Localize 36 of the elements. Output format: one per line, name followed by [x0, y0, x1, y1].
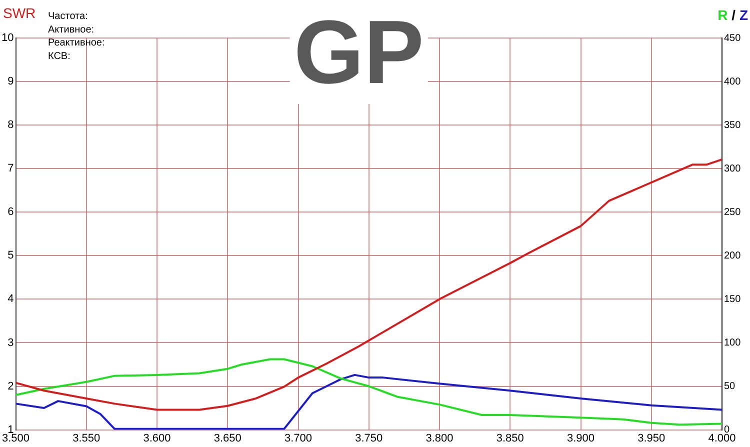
annotation: Реактивное:	[48, 38, 105, 49]
y2-tick-label: 450	[724, 32, 742, 44]
y-tick-label: 7	[8, 162, 14, 175]
y2-tick-label: 100	[724, 337, 742, 348]
y2-tick-label: 50	[724, 381, 736, 392]
x-tick-label: 3.850	[496, 432, 524, 444]
y-axis-title: SWR	[3, 5, 36, 21]
y-tick-label: 6	[8, 206, 14, 218]
y-tick-label: 5	[8, 250, 14, 262]
y-tick-label: 9	[8, 76, 14, 88]
x-tick-label: 3.800	[426, 432, 454, 444]
y2-tick-label: 200	[724, 250, 742, 262]
x-tick-label: 3.650	[214, 432, 242, 444]
x-tick-label: 3.700	[284, 432, 312, 444]
y2-tick-label: 400	[724, 76, 742, 88]
text: Активное:	[48, 24, 94, 36]
x-tick-label: 3.500	[2, 432, 30, 444]
y-tick-label: 3	[8, 336, 14, 349]
x-tick-label: 3.600	[143, 432, 171, 444]
y2-axis-title: R / Z	[718, 7, 748, 23]
y2-tick-label: 250	[724, 206, 742, 218]
y2-tick-label: 150	[724, 294, 742, 305]
x-tick-label: 3.550	[72, 432, 100, 444]
x-tick-label: 4.000	[708, 432, 736, 444]
y2-tick-label: 350	[724, 120, 742, 131]
x-tick-label: 3.750	[355, 432, 383, 444]
annotation: КСВ:	[48, 50, 70, 62]
y2-tick-label: 300	[724, 163, 742, 174]
x-tick-label: 3.950	[638, 432, 666, 444]
y-tick-label: 2	[8, 380, 14, 392]
y-tick-label: 4	[8, 293, 14, 306]
chart-title: GP	[294, 2, 424, 103]
y-tick-label: 10	[2, 32, 14, 44]
x-tick-label: 3.900	[566, 432, 595, 444]
text: Частота:	[48, 11, 88, 22]
y-tick-label: 8	[8, 119, 14, 132]
